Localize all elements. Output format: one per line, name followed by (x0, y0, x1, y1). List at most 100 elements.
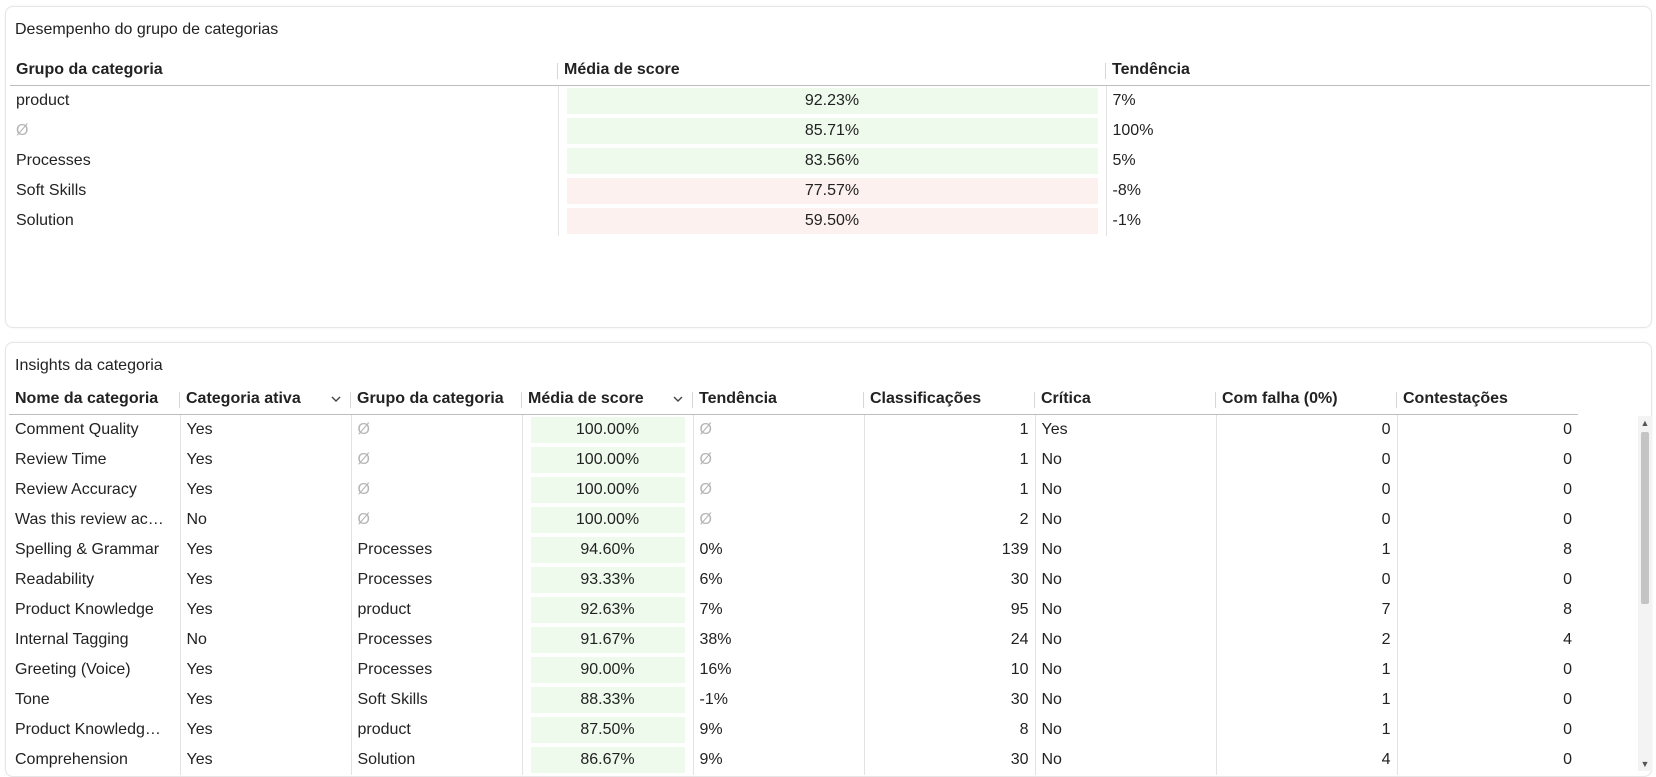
cell-name: Product Knowledg… (9, 715, 181, 745)
column-header-score[interactable]: Média de score (522, 384, 693, 415)
table-row[interactable]: Internal Tagging No Processes 91.67% 38% 24 No… (9, 625, 1578, 655)
table-row[interactable]: Solution 59.50% -1% (10, 206, 1650, 236)
cell-trend: Ø (693, 414, 865, 445)
table-row[interactable]: Tone Yes Soft Skills 88.33% -1% 30 No 1 0 (9, 685, 1578, 715)
cell-score: 100.00% (522, 505, 694, 535)
cell-name: Comprehension (9, 745, 181, 775)
table-row[interactable]: Comment Quality Yes Ø 100.00% Ø 1 Yes 0 0 (9, 414, 1578, 445)
score-value: 83.56% (566, 148, 1098, 174)
column-header-active[interactable]: Categoria ativa (180, 384, 351, 415)
cell-critical: Yes (1035, 414, 1217, 445)
cell-name: Spelling & Grammar (9, 535, 181, 565)
header-label: Tendência (699, 390, 777, 407)
table-row[interactable]: Readability Yes Processes 93.33% 6% 30 No 0 0 (9, 565, 1578, 595)
table-row[interactable]: Spelling & Grammar Yes Processes 94.60% 0% 13… (9, 535, 1578, 565)
header-label: Grupo da categoria (16, 61, 163, 78)
header-label: Com falha (0%) (1222, 390, 1338, 407)
cell-ratings: 95 (864, 595, 1036, 625)
cell-active: No (180, 625, 352, 655)
column-header-critical[interactable]: Crítica (1035, 384, 1216, 415)
cell-trend: 16% (693, 655, 865, 685)
triangle-down-icon[interactable]: ▼ (1640, 759, 1650, 769)
table-scrollbar[interactable]: ▲ ▼ (1638, 416, 1652, 771)
cell-critical: No (1035, 565, 1217, 595)
header-label: Tendência (1112, 61, 1190, 78)
cell-group: product (351, 595, 523, 625)
score-value: 92.63% (530, 597, 685, 623)
table-row[interactable]: Was this review ac… No Ø 100.00% Ø 2 No 0 0 (9, 505, 1578, 535)
scrollbar-thumb[interactable] (1641, 432, 1649, 604)
cell-trend: 100% (1112, 122, 1154, 139)
table-row[interactable]: Soft Skills 77.57% -8% (10, 176, 1650, 206)
cell-group: Ø (10, 116, 559, 146)
header-label: Média de score (564, 61, 680, 78)
cell-name: Was this review ac… (9, 505, 181, 535)
cell-ratings: 30 (864, 745, 1036, 775)
cell-name: Internal Tagging (9, 625, 181, 655)
cell-score: 93.33% (522, 565, 694, 595)
column-header-ratings[interactable]: Classificações (864, 384, 1035, 415)
cell-group: Soft Skills (351, 685, 523, 715)
score-value: 86.67% (530, 747, 685, 773)
column-header-group[interactable]: Grupo da categoria (10, 55, 558, 86)
cell-trend: 0% (693, 535, 865, 565)
cell-disputes: 0 (1563, 511, 1572, 528)
cell-failed: 1 (1216, 535, 1398, 565)
column-header-failed[interactable]: Com falha (0%) (1216, 384, 1397, 415)
table-row[interactable]: product 92.23% 7% (10, 85, 1650, 116)
table-row[interactable]: Product Knowledg… Yes product 87.50% 9% 8 No 1 0 (9, 715, 1578, 745)
cell-failed: 1 (1216, 685, 1398, 715)
cell-score: 90.00% (522, 655, 694, 685)
cell-active: No (180, 505, 352, 535)
cell-critical: No (1035, 535, 1217, 565)
score-value: 94.60% (530, 537, 685, 563)
cell-score: 92.23% (558, 85, 1107, 116)
cell-active: Yes (180, 685, 352, 715)
cell-ratings: 2 (864, 505, 1036, 535)
table-row[interactable]: Processes 83.56% 5% (10, 146, 1650, 176)
cell-active: Yes (180, 414, 352, 445)
cell-trend: 9% (693, 715, 865, 745)
table-row[interactable]: Comprehension Yes Solution 86.67% 9% 30 No 4 0 (9, 745, 1578, 775)
table-row[interactable]: Review Accuracy Yes Ø 100.00% Ø 1 No 0 0 (9, 475, 1578, 505)
panel-title: Desempenho do grupo de categorias (15, 21, 279, 38)
cell-group: Processes (351, 565, 523, 595)
cell-active: Yes (180, 475, 352, 505)
header-label: Contestações (1403, 390, 1508, 407)
cell-group: Ø (351, 475, 523, 505)
cell-critical: No (1035, 655, 1217, 685)
chevron-down-icon[interactable] (331, 392, 341, 406)
cell-group: Soft Skills (10, 176, 559, 206)
cell-group: product (10, 85, 559, 116)
cell-score: 88.33% (522, 685, 694, 715)
column-header-group[interactable]: Grupo da categoria (351, 384, 522, 415)
cell-trend: -1% (693, 685, 865, 715)
header-label: Categoria ativa (186, 390, 301, 407)
cell-critical: No (1035, 715, 1217, 745)
table-row[interactable]: Greeting (Voice) Yes Processes 90.00% 16% 10 N… (9, 655, 1578, 685)
cell-trend: Ø (693, 475, 865, 505)
cell-failed: 4 (1216, 745, 1398, 775)
cell-disputes: 0 (1563, 571, 1572, 588)
column-header-name[interactable]: Nome da categoria (9, 384, 180, 415)
cell-critical: No (1035, 595, 1217, 625)
column-header-disputes[interactable]: Contestações (1397, 384, 1578, 415)
cell-ratings: 30 (864, 565, 1036, 595)
table-row[interactable]: Review Time Yes Ø 100.00% Ø 1 No 0 0 (9, 445, 1578, 475)
cell-ratings: 1 (864, 475, 1036, 505)
column-header-trend[interactable]: Tendência (1106, 55, 1650, 86)
table-row[interactable]: Product Knowledge Yes product 92.63% 7% 95 No 7… (9, 595, 1578, 625)
score-value: 87.50% (530, 717, 685, 743)
cell-group: Processes (10, 146, 559, 176)
cell-ratings: 1 (864, 414, 1036, 445)
chevron-down-icon[interactable] (673, 392, 683, 406)
cell-score: 92.63% (522, 595, 694, 625)
cell-ratings: 10 (864, 655, 1036, 685)
triangle-up-icon[interactable]: ▲ (1640, 418, 1650, 428)
column-header-trend[interactable]: Tendência (693, 384, 864, 415)
cell-score: 94.60% (522, 535, 694, 565)
cell-name: Comment Quality (9, 414, 181, 445)
cell-failed: 0 (1216, 505, 1398, 535)
table-row[interactable]: Ø 85.71% 100% (10, 116, 1650, 146)
column-header-score[interactable]: Média de score (558, 55, 1106, 86)
